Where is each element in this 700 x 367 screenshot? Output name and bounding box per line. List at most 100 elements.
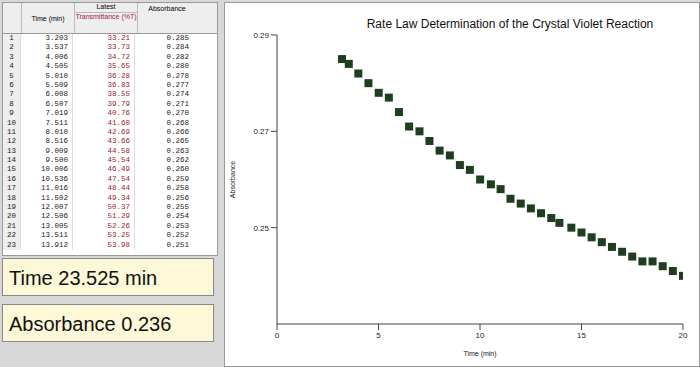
html-text:5.010: 5.010 [45,71,68,80]
svg-text:Absorbance: Absorbance [229,161,236,198]
html-text:3.203: 3.203 [45,34,68,42]
html-text:4.505: 4.505 [45,62,68,71]
html-text:22: 22 [7,231,16,240]
html-text:44.58: 44.58 [107,146,130,155]
html-text:15: 15 [7,165,16,174]
html-text:14: 14 [7,156,16,165]
html-text:13: 13 [7,146,16,155]
html-text:12.506: 12.506 [41,212,68,221]
html-text:45.54: 45.54 [107,156,130,165]
html-text:50.37: 50.37 [107,203,130,211]
html-text:Rate Law Determination of the: Rate Law Determination of the Crystal Vi… [366,17,654,31]
svg-text:Time (min): Time (min) [463,350,496,358]
html-text:8.516: 8.516 [45,137,68,146]
html-text:39.79: 39.79 [107,99,130,108]
html-text:0.282: 0.282 [166,52,189,61]
html-text:Time 23.525 min: Time 23.525 min [9,267,158,289]
html-text:11.016: 11.016 [41,184,68,193]
html-text:0.253: 0.253 [166,221,189,230]
html-text:0.274: 0.274 [166,90,189,99]
svg-text:0.27: 0.27 [253,127,269,136]
html-text:53.98: 53.98 [107,240,130,249]
html-text:11.502: 11.502 [41,193,68,202]
html-text:0.280: 0.280 [166,62,189,71]
html-text:7.511: 7.511 [45,118,68,127]
html-text:0.259: 0.259 [166,174,189,183]
html-text:19: 19 [7,203,16,211]
html-text:23: 23 [7,240,16,249]
svg-text:5: 5 [376,331,381,340]
html-text:10.536: 10.536 [41,174,68,183]
html-text:Latest: Latest [96,3,116,10]
html-text:48.44: 48.44 [107,184,130,193]
html-text:42.69: 42.69 [107,127,130,136]
html-text:0.252: 0.252 [166,231,189,240]
html-text:51.29: 51.29 [107,212,130,221]
html-text:33.73: 33.73 [107,43,130,52]
html-text:12.007: 12.007 [41,203,68,211]
html-text:46.49: 46.49 [107,165,130,174]
html-text:0.278: 0.278 [166,71,189,80]
html-text:11: 11 [7,127,16,136]
html-text:4.006: 4.006 [45,52,68,61]
html-text:41.60: 41.60 [107,118,130,127]
html-text:9.500: 9.500 [45,156,68,165]
svg-text:20: 20 [679,331,688,340]
html-text:0.284: 0.284 [166,43,189,52]
html-text:35.65: 35.65 [107,62,130,71]
svg-text:15: 15 [577,331,586,340]
html-text:52.26: 52.26 [107,221,130,230]
html-text:Absorbance: Absorbance [148,5,186,12]
html-text:40.76: 40.76 [107,109,130,118]
html-text:0.251: 0.251 [166,240,189,249]
html-text:0.265: 0.265 [166,137,189,146]
html-text:47.54: 47.54 [107,174,130,183]
svg-text:0.29: 0.29 [253,31,269,40]
html-text:34.72: 34.72 [107,52,130,61]
html-text:0.266: 0.266 [166,127,189,136]
html-text:0.271: 0.271 [166,99,189,108]
html-text:53.25: 53.25 [107,231,130,240]
html-text:7.019: 7.019 [45,109,68,118]
html-text:Time (min): Time (min) [31,15,65,22]
svg-text:0: 0 [275,331,280,340]
html-text:0.263: 0.263 [166,146,189,155]
html-text:0.256: 0.256 [166,193,189,202]
html-text:33.21: 33.21 [107,34,130,42]
html-text:0.258: 0.258 [166,184,189,193]
html-text:6.008: 6.008 [45,90,68,99]
html-text:16: 16 [7,174,16,183]
html-text:21: 21 [7,221,16,230]
html-text:5.509: 5.509 [45,81,68,89]
html-text:0.255: 0.255 [166,203,189,211]
html-text:13.912: 13.912 [41,240,68,249]
html-text:0.268: 0.268 [166,118,189,127]
html-text:0.260: 0.260 [166,165,189,174]
html-text:8.010: 8.010 [45,127,68,136]
html-text:49.34: 49.34 [107,193,130,202]
html-text:0.262: 0.262 [166,156,189,165]
html-text:17: 17 [7,184,16,193]
html-text:6.507: 6.507 [45,99,68,108]
html-text:36.28: 36.28 [107,71,130,80]
svg-text:0.25: 0.25 [253,224,269,233]
html-text:0.285: 0.285 [166,34,189,42]
html-text:Absorbance 0.236: Absorbance 0.236 [9,313,172,335]
html-text:43.66: 43.66 [107,137,130,146]
html-text:38.55: 38.55 [107,90,130,99]
html-text:13.005: 13.005 [41,221,68,230]
html-text:0.277: 0.277 [166,81,189,89]
html-text:9.009: 9.009 [45,146,68,155]
html-text:18: 18 [7,193,16,202]
html-text:10: 10 [7,118,16,127]
html-text:0.270: 0.270 [166,109,189,118]
html-text:20: 20 [7,212,16,221]
html-text:3.537: 3.537 [45,43,68,52]
html-text:0.254: 0.254 [166,212,189,221]
html-text:36.83: 36.83 [107,81,130,89]
html-text:12: 12 [7,137,16,146]
svg-text:10: 10 [476,331,485,340]
html-text:Transmittance (%T): Transmittance (%T) [75,13,137,20]
html-text:13.511: 13.511 [41,231,68,240]
html-text:10.006: 10.006 [41,165,68,174]
